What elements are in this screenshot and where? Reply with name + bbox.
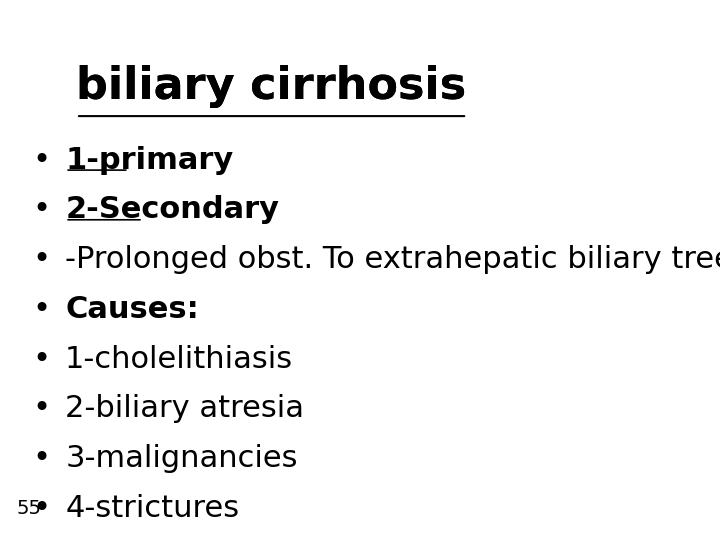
Text: 55: 55: [17, 500, 41, 518]
Text: •: •: [32, 494, 50, 523]
Text: biliary cirrhosis: biliary cirrhosis: [76, 65, 467, 108]
Text: •: •: [32, 295, 50, 324]
Text: 1-cholelithiasis: 1-cholelithiasis: [66, 345, 293, 374]
Text: 2-Secondary: 2-Secondary: [66, 195, 279, 225]
Text: •: •: [32, 394, 50, 423]
Text: Causes:: Causes:: [66, 295, 199, 324]
Text: •: •: [32, 195, 50, 225]
Text: 3-malignancies: 3-malignancies: [66, 444, 297, 473]
Text: •: •: [32, 444, 50, 473]
Text: 2-biliary atresia: 2-biliary atresia: [66, 394, 304, 423]
Text: 1-primary: 1-primary: [66, 146, 233, 175]
Text: -Prolonged obst. To extrahepatic biliary tree: -Prolonged obst. To extrahepatic biliary…: [66, 245, 720, 274]
Text: biliary cirrhosis: biliary cirrhosis: [76, 65, 467, 108]
Text: 4-strictures: 4-strictures: [66, 494, 239, 523]
Text: •: •: [32, 345, 50, 374]
Text: •: •: [32, 146, 50, 175]
Text: •: •: [32, 245, 50, 274]
